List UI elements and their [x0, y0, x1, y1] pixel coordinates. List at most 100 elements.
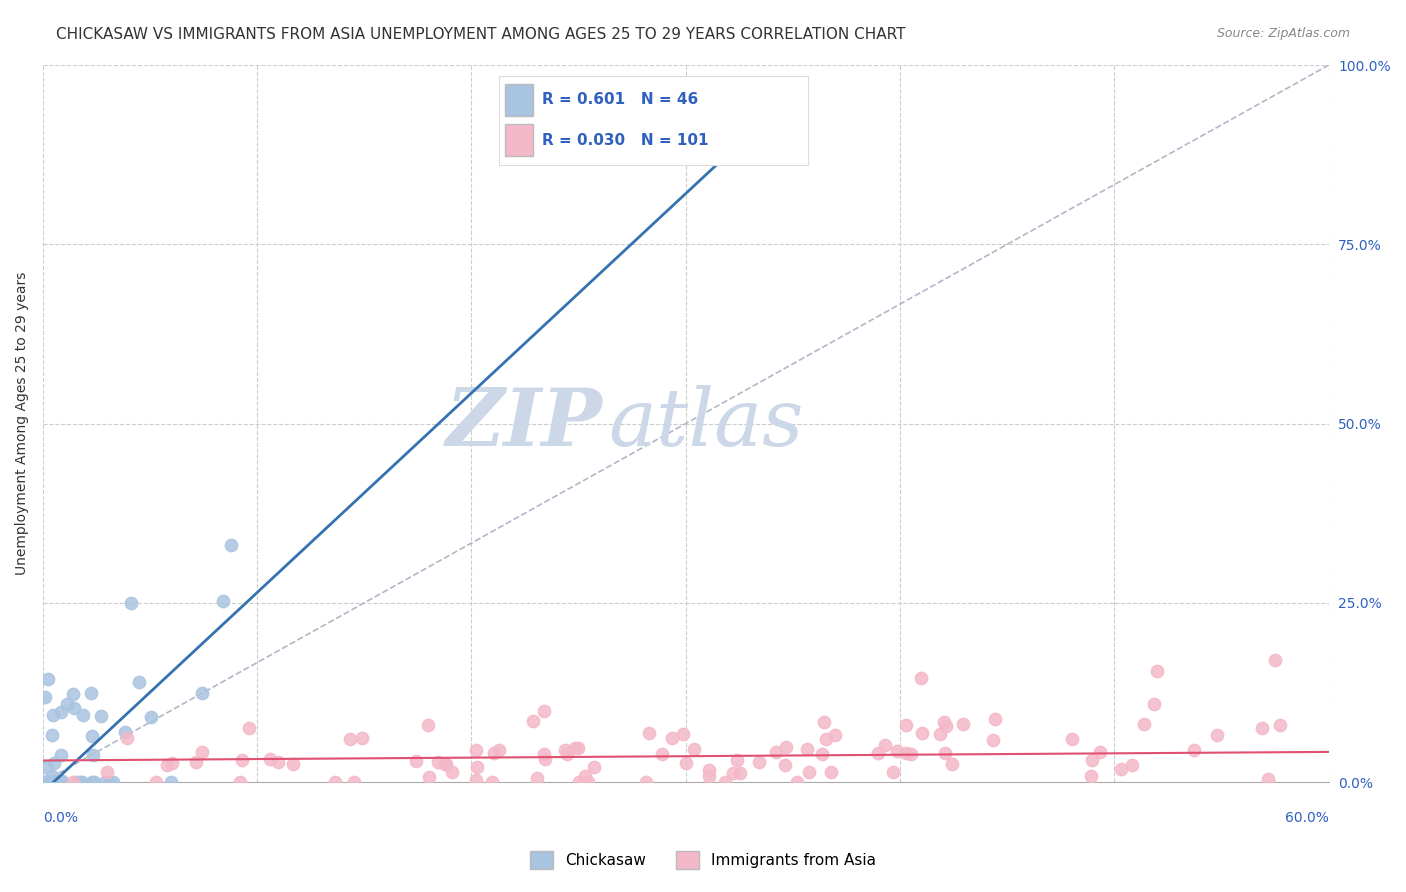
Point: [728, 766, 751, 780]
Point: [935, 719, 957, 733]
Point: [775, 740, 797, 755]
Point: [37, 672, 59, 686]
Point: [90, 709, 112, 723]
Point: [259, 752, 281, 766]
Point: [323, 775, 346, 789]
Point: [427, 755, 450, 769]
Point: [714, 775, 737, 789]
Point: [900, 747, 922, 762]
Point: [661, 731, 683, 745]
Point: [93, 775, 115, 789]
Point: [34, 775, 56, 789]
Point: [664, 79, 686, 94]
Point: [115, 731, 138, 746]
Point: [405, 754, 427, 768]
Point: [873, 738, 896, 752]
Point: [38, 775, 60, 789]
Point: [910, 671, 932, 685]
Point: [65, 775, 87, 789]
Point: [96, 764, 118, 779]
Point: [238, 721, 260, 735]
Text: R = 0.601   N = 46: R = 0.601 N = 46: [543, 93, 699, 107]
Point: [82, 747, 104, 762]
Point: [1090, 746, 1112, 760]
Point: [51, 748, 73, 763]
Point: [765, 745, 787, 759]
Point: [1133, 717, 1156, 731]
Point: [219, 538, 242, 552]
Point: [696, 79, 718, 94]
Point: [567, 740, 589, 755]
Point: [796, 742, 818, 756]
Point: [1251, 721, 1274, 735]
Point: [1080, 753, 1102, 767]
Point: [103, 775, 125, 789]
Text: 0.0%: 0.0%: [44, 811, 77, 825]
Point: [42, 756, 65, 770]
Point: [797, 764, 820, 779]
Point: [156, 757, 179, 772]
Point: [1206, 728, 1229, 742]
Point: [675, 756, 697, 771]
Point: [44, 775, 66, 789]
Point: [682, 742, 704, 756]
Point: [440, 765, 463, 780]
Point: [636, 775, 658, 789]
Point: [725, 753, 748, 767]
Point: [72, 708, 94, 723]
Point: [70, 775, 93, 789]
Point: [465, 760, 488, 774]
Point: [911, 725, 934, 739]
Point: [120, 596, 142, 610]
Point: [533, 704, 555, 718]
Point: [34, 690, 56, 704]
Point: [42, 775, 65, 789]
Point: [267, 755, 290, 769]
Point: [418, 771, 440, 785]
Text: R = 0.030   N = 101: R = 0.030 N = 101: [543, 133, 709, 147]
Point: [35, 775, 58, 789]
Point: [582, 760, 605, 774]
Point: [811, 747, 834, 761]
Point: [896, 746, 918, 760]
Point: [651, 747, 673, 761]
Point: [533, 747, 555, 761]
Point: [815, 732, 838, 747]
Point: [63, 701, 86, 715]
Legend: Chickasaw, Immigrants from Asia: Chickasaw, Immigrants from Asia: [523, 845, 883, 875]
Bar: [505, 124, 533, 156]
Point: [114, 725, 136, 739]
Point: [568, 775, 591, 789]
Y-axis label: Unemployment Among Ages 25 to 29 years: Unemployment Among Ages 25 to 29 years: [15, 272, 30, 575]
Point: [773, 757, 796, 772]
Point: [56, 697, 79, 711]
Point: [786, 775, 808, 789]
Point: [1257, 772, 1279, 787]
Point: [1109, 762, 1132, 776]
Point: [820, 765, 842, 780]
Point: [32, 775, 55, 789]
Point: [97, 775, 120, 789]
Bar: [505, 84, 533, 116]
Point: [51, 773, 73, 788]
Point: [748, 756, 770, 770]
Point: [48, 775, 70, 789]
Text: 60.0%: 60.0%: [1285, 811, 1329, 825]
Point: [160, 775, 183, 789]
Point: [1182, 743, 1205, 757]
Point: [894, 718, 917, 732]
Point: [868, 746, 890, 760]
Point: [1143, 697, 1166, 711]
Point: [671, 727, 693, 741]
Point: [160, 756, 183, 770]
Point: [481, 775, 503, 789]
Point: [62, 687, 84, 701]
Point: [488, 743, 510, 757]
Point: [1121, 757, 1143, 772]
Text: CHICKASAW VS IMMIGRANTS FROM ASIA UNEMPLOYMENT AMONG AGES 25 TO 29 YEARS CORRELA: CHICKASAW VS IMMIGRANTS FROM ASIA UNEMPL…: [56, 27, 905, 42]
Point: [231, 753, 253, 767]
Point: [882, 765, 904, 780]
Point: [145, 775, 167, 789]
Point: [42, 708, 65, 723]
Point: [929, 727, 952, 741]
